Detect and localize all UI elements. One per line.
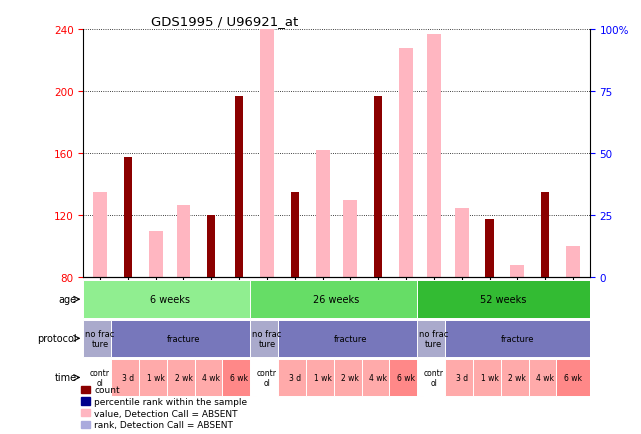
Bar [510,265,524,278]
Text: 6 wk: 6 wk [397,373,415,382]
FancyBboxPatch shape [417,281,590,318]
FancyBboxPatch shape [362,359,395,396]
Bar [399,49,413,278]
FancyBboxPatch shape [250,281,423,318]
FancyBboxPatch shape [278,320,423,357]
FancyBboxPatch shape [167,359,200,396]
Bar [374,97,383,278]
FancyBboxPatch shape [111,320,256,357]
FancyBboxPatch shape [306,359,339,396]
FancyBboxPatch shape [250,359,284,396]
Bar [315,151,329,278]
FancyBboxPatch shape [417,320,451,357]
Text: fracture: fracture [334,334,367,343]
Text: 6 weeks: 6 weeks [149,295,190,304]
FancyBboxPatch shape [83,281,256,318]
FancyBboxPatch shape [83,320,117,357]
Bar [207,216,215,278]
Text: contr
ol: contr ol [90,368,110,387]
Bar [235,97,244,278]
FancyBboxPatch shape [556,359,590,396]
FancyBboxPatch shape [445,359,478,396]
Bar [149,231,163,278]
Text: fracture: fracture [167,334,200,343]
Bar [454,208,469,278]
Bar [260,26,274,278]
Text: fracture: fracture [501,334,534,343]
Text: 3 d: 3 d [456,373,468,382]
Text: 3 d: 3 d [288,373,301,382]
Text: protocol: protocol [37,334,77,343]
Text: 4 wk: 4 wk [203,373,221,382]
Legend: count, percentile rank within the sample, value, Detection Call = ABSENT, rank, : count, percentile rank within the sample… [81,385,247,430]
Text: GDS1995 / U96921_at: GDS1995 / U96921_at [151,15,298,28]
Text: contr
ol: contr ol [257,368,277,387]
Bar [344,201,358,278]
Text: 26 weeks: 26 weeks [313,295,360,304]
Bar [566,247,580,278]
FancyBboxPatch shape [111,359,144,396]
Text: 2 wk: 2 wk [342,373,360,382]
Text: 4 wk: 4 wk [369,373,387,382]
Text: no frac
ture: no frac ture [253,329,281,348]
Bar [427,35,441,278]
FancyBboxPatch shape [334,359,367,396]
Text: 6 wk: 6 wk [564,373,582,382]
FancyBboxPatch shape [417,359,451,396]
Text: 6 wk: 6 wk [230,373,248,382]
Text: no frac
ture: no frac ture [85,329,115,348]
Bar [485,219,494,278]
FancyBboxPatch shape [222,359,256,396]
Text: 1 wk: 1 wk [313,373,331,382]
FancyBboxPatch shape [445,320,590,357]
FancyBboxPatch shape [389,359,423,396]
FancyBboxPatch shape [473,359,506,396]
Text: 2 wk: 2 wk [174,373,192,382]
FancyBboxPatch shape [278,359,312,396]
Text: 3 d: 3 d [122,373,134,382]
Text: 1 wk: 1 wk [147,373,165,382]
Text: 2 wk: 2 wk [508,373,526,382]
FancyBboxPatch shape [250,320,284,357]
Text: time: time [54,373,77,382]
Bar [541,193,549,278]
Bar [176,205,190,278]
FancyBboxPatch shape [529,359,562,396]
Bar [290,193,299,278]
Text: 4 wk: 4 wk [537,373,554,382]
Text: age: age [59,295,77,304]
Text: contr
ol: contr ol [424,368,444,387]
Bar [124,157,132,278]
FancyBboxPatch shape [501,359,534,396]
Text: 1 wk: 1 wk [481,373,499,382]
Text: 52 weeks: 52 weeks [480,295,527,304]
FancyBboxPatch shape [195,359,228,396]
Text: no frac
ture: no frac ture [419,329,449,348]
FancyBboxPatch shape [83,359,117,396]
FancyBboxPatch shape [139,359,172,396]
Bar [93,193,107,278]
